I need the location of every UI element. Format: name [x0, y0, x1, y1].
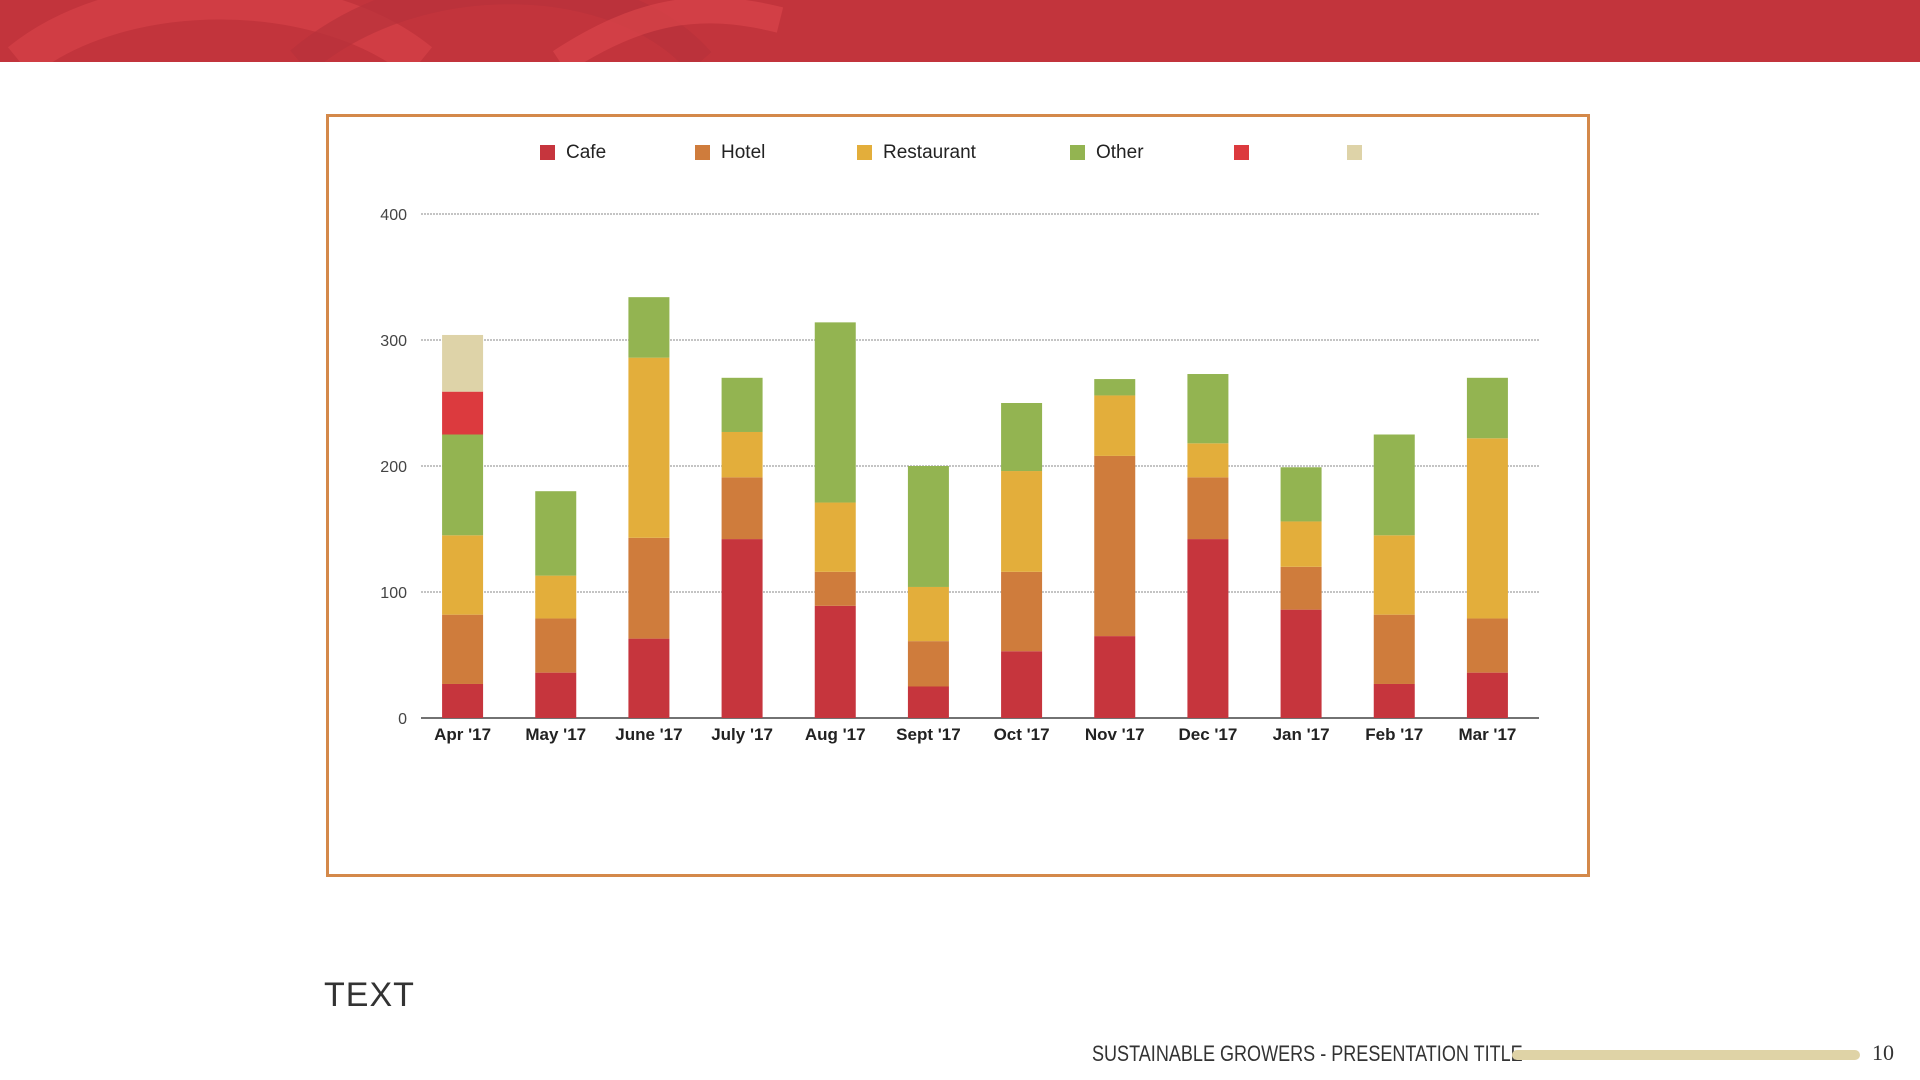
bar-segment: [814, 605, 856, 718]
bar-segment: [1094, 379, 1136, 396]
bar-segment: [1001, 571, 1043, 652]
header-band: [0, 0, 1920, 62]
bar-segment: [442, 535, 484, 615]
chart-frame: 0 100 200 300 400 Apr '17 May '17 June '17 July …: [326, 114, 1590, 877]
bar-segment: [1001, 651, 1043, 718]
bar-segment: [1373, 535, 1415, 615]
legend-label: Hotel: [721, 142, 765, 163]
x-tick-label: Apr '17: [434, 725, 491, 744]
bar-segment: [628, 537, 670, 639]
legend-swatch: [695, 145, 710, 160]
x-tick-label: Aug '17: [805, 725, 866, 744]
bar-segment: [1466, 618, 1508, 673]
bar-segment: [907, 466, 949, 587]
x-tick-label: Sept '17: [896, 725, 961, 744]
bar-segment: [1280, 467, 1322, 522]
bar-segment: [1094, 636, 1136, 718]
legend-swatch: [857, 145, 872, 160]
bar-segment: [907, 686, 949, 718]
bar-segment: [442, 391, 484, 435]
bar-segment: [1466, 377, 1508, 439]
bar-segment: [1373, 683, 1415, 718]
bar-segment: [1373, 434, 1415, 536]
bar-segment: [814, 322, 856, 503]
bar-segment: [721, 539, 763, 718]
bar-segment: [442, 434, 484, 536]
legend-swatch: [1234, 145, 1249, 160]
x-tick-label: July '17: [711, 725, 773, 744]
bar-segment: [1187, 539, 1229, 718]
bar-segment: [442, 683, 484, 718]
y-tick-label: 0: [398, 711, 407, 728]
legend-swatch: [1347, 145, 1362, 160]
legend-label: Cafe: [566, 142, 606, 163]
y-tick-label: 300: [380, 333, 407, 350]
bar-segment: [628, 297, 670, 358]
bar-segment: [1094, 395, 1136, 456]
bar-segment: [1280, 566, 1322, 610]
bar-segment: [721, 431, 763, 478]
y-tick-label: 200: [380, 459, 407, 476]
bar-segment: [1187, 477, 1229, 540]
footer-presentation-title: SUSTAINABLE GROWERS - PRESENTATION TITLE: [1092, 1041, 1523, 1066]
bar-segment: [442, 614, 484, 684]
bar-segment: [535, 672, 577, 718]
x-tick-label: Dec '17: [1178, 725, 1237, 744]
x-tick-label: Nov '17: [1085, 725, 1145, 744]
bar-segment: [1187, 443, 1229, 478]
bar-segment: [628, 638, 670, 718]
x-tick-label: May '17: [525, 725, 586, 744]
bar-segment: [1280, 609, 1322, 718]
footer-accent-bar: [1512, 1050, 1860, 1060]
page-number: 10: [1872, 1040, 1894, 1065]
bar-segment: [1001, 403, 1043, 472]
y-tick-label: 100: [380, 585, 407, 602]
legend-swatch: [540, 145, 555, 160]
bar-segment: [907, 641, 949, 687]
bar-segment: [535, 491, 577, 576]
bar-segment: [1187, 374, 1229, 444]
bar-segment: [721, 377, 763, 432]
bar-segment: [907, 586, 949, 642]
bar-segment: [1373, 614, 1415, 684]
header-swirl-graphic: [7, 0, 784, 62]
bar-segment: [1094, 455, 1136, 637]
stacked-bar-chart: 0 100 200 300 400 Apr '17 May '17 June '17 July …: [380, 142, 1539, 744]
x-tick-label: June '17: [615, 725, 682, 744]
bar-segment: [814, 502, 856, 572]
bar-segment: [1280, 521, 1322, 567]
body-text: TEXT: [324, 976, 415, 1014]
legend-label: Other: [1096, 142, 1144, 163]
bar-segment: [1001, 471, 1043, 572]
x-tick-label: Mar '17: [1458, 725, 1516, 744]
bar-segment: [1466, 438, 1508, 619]
bar-segment: [628, 357, 670, 538]
x-tick-label: Oct '17: [994, 725, 1050, 744]
x-tick-label: Feb '17: [1365, 725, 1423, 744]
legend-swatch: [1070, 145, 1085, 160]
bar-segment: [442, 334, 484, 392]
bar-segment: [535, 618, 577, 673]
y-tick-label: 400: [380, 207, 407, 224]
legend-label: Restaurant: [883, 142, 977, 163]
bar-segment: [1466, 672, 1508, 718]
bar-segment: [814, 571, 856, 606]
x-tick-label: Jan '17: [1273, 725, 1330, 744]
bar-segment: [535, 575, 577, 619]
bar-segment: [721, 477, 763, 540]
